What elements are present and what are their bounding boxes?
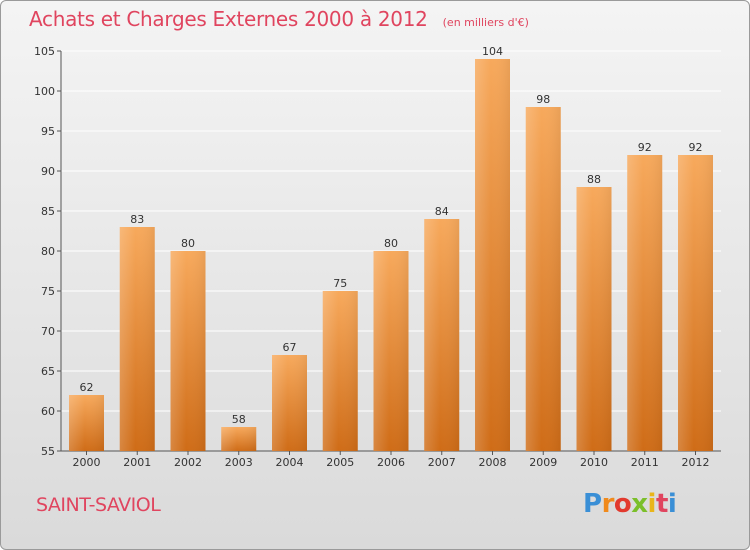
data-label: 80 xyxy=(181,237,195,250)
y-tick-label: 70 xyxy=(41,325,55,338)
logo-letter: P xyxy=(583,489,602,519)
data-label: 75 xyxy=(333,277,347,290)
bar-shine xyxy=(221,427,257,451)
x-tick-label: 2011 xyxy=(631,456,659,469)
proxiti-logo[interactable]: Proxiti xyxy=(583,489,677,519)
y-tick-label: 90 xyxy=(41,165,55,178)
x-tick-label: 2005 xyxy=(326,456,354,469)
bar-shine xyxy=(69,395,104,451)
x-tick-label: 2001 xyxy=(123,456,151,469)
data-label: 92 xyxy=(689,141,703,154)
data-label: 104 xyxy=(482,45,503,58)
logo-letter: t xyxy=(655,489,668,519)
bar-shine xyxy=(424,219,460,451)
y-tick-label: 85 xyxy=(41,205,55,218)
data-label: 80 xyxy=(384,237,398,250)
data-label: 83 xyxy=(130,213,144,226)
x-tick-label: 2004 xyxy=(276,456,304,469)
data-label: 62 xyxy=(80,381,94,394)
bar-shine xyxy=(272,355,307,451)
y-tick-label: 100 xyxy=(34,85,55,98)
bar-shine xyxy=(475,59,510,451)
logo-letter: r xyxy=(601,489,615,519)
y-tick-label: 95 xyxy=(41,125,55,138)
x-tick-label: 2002 xyxy=(174,456,202,469)
chart-title: Achats et Charges Externes 2000 à 2012 xyxy=(29,7,428,31)
data-label: 88 xyxy=(587,173,601,186)
y-tick-label: 105 xyxy=(34,45,55,58)
y-tick-label: 75 xyxy=(41,285,55,298)
bar-shine xyxy=(322,291,358,451)
x-tick-label: 2008 xyxy=(479,456,507,469)
chart-unit: (en milliers d'€) xyxy=(442,16,529,29)
data-label: 98 xyxy=(536,93,550,106)
x-tick-label: 2000 xyxy=(73,456,101,469)
bar-shine xyxy=(119,227,155,451)
logo-letter: o xyxy=(613,489,632,519)
data-label: 58 xyxy=(232,413,246,426)
data-label: 67 xyxy=(283,341,297,354)
logo-letter: x xyxy=(631,489,648,519)
y-tick-label: 60 xyxy=(41,405,55,418)
y-tick-label: 80 xyxy=(41,245,55,258)
x-tick-label: 2010 xyxy=(580,456,608,469)
x-tick-label: 2012 xyxy=(682,456,710,469)
y-tick-label: 55 xyxy=(41,445,55,458)
data-label: 84 xyxy=(435,205,449,218)
title-row: Achats et Charges Externes 2000 à 2012 (… xyxy=(29,7,529,31)
bar-shine xyxy=(525,107,561,451)
x-tick-label: 2007 xyxy=(428,456,456,469)
commune-name: SAINT-SAVIOL xyxy=(36,494,161,516)
x-tick-label: 2009 xyxy=(529,456,557,469)
x-tick-label: 2003 xyxy=(225,456,253,469)
bar-shine xyxy=(373,251,409,451)
logo-letter: i xyxy=(667,489,677,519)
label-layer: 62 83 80 58 67 75 80 84 104 98 88 92 92 xyxy=(80,45,703,426)
bar-shine xyxy=(678,155,713,451)
bar-layer xyxy=(69,59,713,451)
bar-shine xyxy=(627,155,663,451)
x-tick-label: 2006 xyxy=(377,456,405,469)
data-label: 92 xyxy=(638,141,652,154)
bar-shine xyxy=(170,251,206,451)
logo-letter: i xyxy=(647,489,657,519)
bar-shine xyxy=(576,187,612,451)
y-tick-label: 65 xyxy=(41,365,55,378)
